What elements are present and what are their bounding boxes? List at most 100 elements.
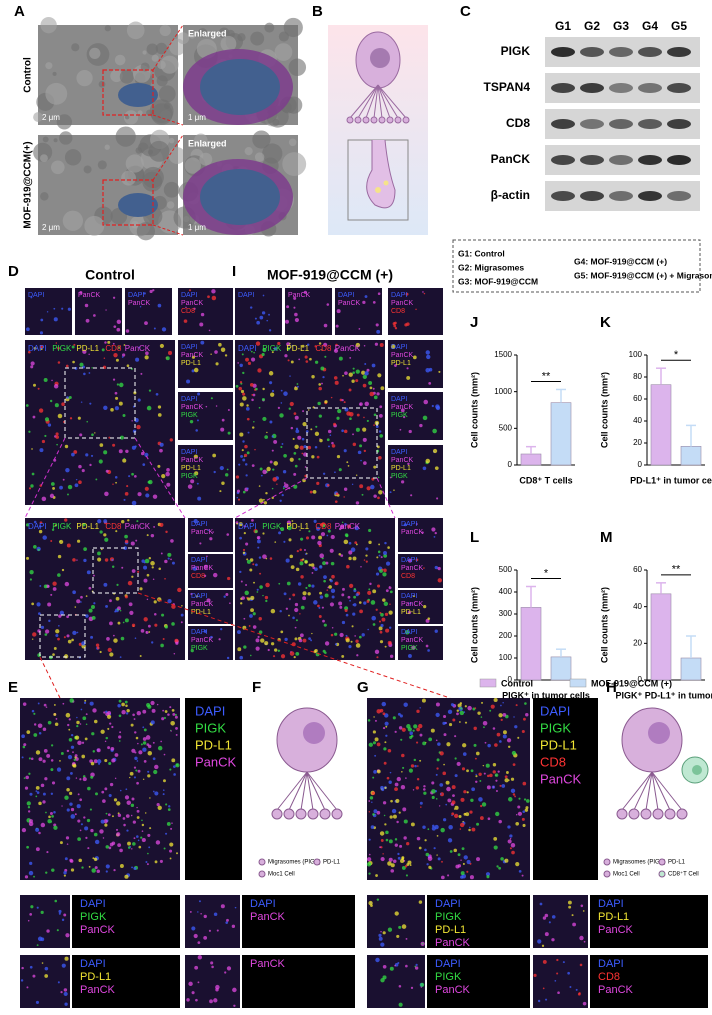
signal — [515, 814, 518, 816]
signal — [45, 706, 48, 708]
signal — [509, 834, 513, 838]
channel-label: PanCK — [401, 637, 424, 644]
em-texture — [71, 43, 80, 52]
channel-label: DAPI — [401, 629, 417, 636]
signal — [348, 372, 353, 377]
em-texture — [115, 126, 136, 147]
signal — [113, 798, 118, 802]
signal — [355, 342, 361, 348]
signal — [372, 301, 376, 304]
signal — [27, 806, 31, 809]
signal — [121, 520, 125, 524]
signal — [131, 569, 136, 573]
signal — [166, 822, 171, 826]
signal — [151, 641, 154, 644]
signal — [134, 475, 137, 478]
signal — [294, 464, 298, 468]
signal — [130, 803, 135, 808]
channel-label: DAPI — [128, 292, 144, 299]
signal — [537, 999, 541, 1003]
signal — [462, 752, 467, 756]
signal — [161, 327, 167, 332]
signal — [116, 801, 121, 806]
signal — [85, 453, 89, 457]
signal — [304, 466, 307, 468]
signal — [62, 478, 65, 481]
signal — [94, 432, 96, 434]
protein-label: PanCK — [491, 152, 531, 166]
migrasome — [346, 116, 354, 124]
channel-label: PanCK — [181, 457, 204, 464]
blot-band — [667, 191, 691, 201]
signal — [264, 641, 269, 646]
signal — [280, 654, 286, 659]
signal — [343, 429, 348, 434]
schematic-legend: Moc1 Cell — [268, 872, 295, 878]
signal — [335, 492, 339, 496]
signal — [422, 466, 427, 471]
signal — [131, 848, 133, 850]
signal — [508, 745, 511, 748]
signal — [341, 654, 345, 658]
signal — [368, 742, 373, 747]
signal — [397, 852, 400, 856]
signal — [141, 819, 143, 822]
em-texture — [51, 160, 65, 175]
signal — [143, 578, 148, 583]
signal — [105, 469, 109, 473]
signal — [362, 383, 367, 388]
signal — [492, 763, 497, 767]
signal — [85, 595, 88, 597]
channel-label: CD8 — [105, 522, 122, 531]
signal — [55, 435, 60, 439]
signal — [509, 847, 512, 850]
signal — [478, 772, 482, 776]
signal — [518, 869, 522, 873]
signal — [433, 847, 436, 850]
signal — [415, 558, 419, 562]
signal — [260, 638, 265, 643]
signal — [258, 485, 261, 487]
signal — [29, 913, 33, 916]
signal — [174, 715, 178, 719]
y-axis-label: Cell counts (mm²) — [469, 587, 479, 663]
signal — [169, 857, 172, 860]
signal — [394, 843, 398, 847]
signal — [26, 986, 29, 989]
row-label: MOF-919@CCM(+) — [23, 141, 34, 228]
panel-label: H — [606, 679, 617, 696]
signal — [118, 449, 123, 454]
signal — [345, 634, 348, 637]
signal — [50, 593, 53, 596]
channel-panel — [427, 955, 530, 1008]
channel-panel — [590, 895, 708, 948]
signal — [115, 481, 117, 484]
em-texture — [168, 137, 175, 144]
signal — [475, 780, 478, 784]
em-texture — [125, 154, 144, 173]
signal — [242, 458, 246, 462]
signal — [374, 719, 377, 722]
signal — [447, 874, 450, 877]
signal — [405, 964, 408, 968]
signal — [393, 324, 397, 328]
signal — [311, 584, 315, 588]
signal — [164, 625, 168, 629]
y-tick-label: 40 — [633, 602, 642, 611]
signal — [101, 348, 105, 352]
signal — [29, 578, 32, 581]
signal — [489, 709, 492, 712]
channel-panel — [185, 698, 242, 880]
signal — [25, 775, 29, 780]
signal — [66, 615, 69, 619]
signal — [148, 631, 151, 633]
signal — [294, 312, 298, 317]
signal — [119, 610, 122, 612]
signal — [29, 965, 33, 969]
signal — [96, 759, 102, 764]
signal — [300, 537, 304, 541]
channel-label: DAPI — [28, 522, 47, 531]
signal — [475, 775, 478, 778]
signal — [50, 744, 54, 747]
